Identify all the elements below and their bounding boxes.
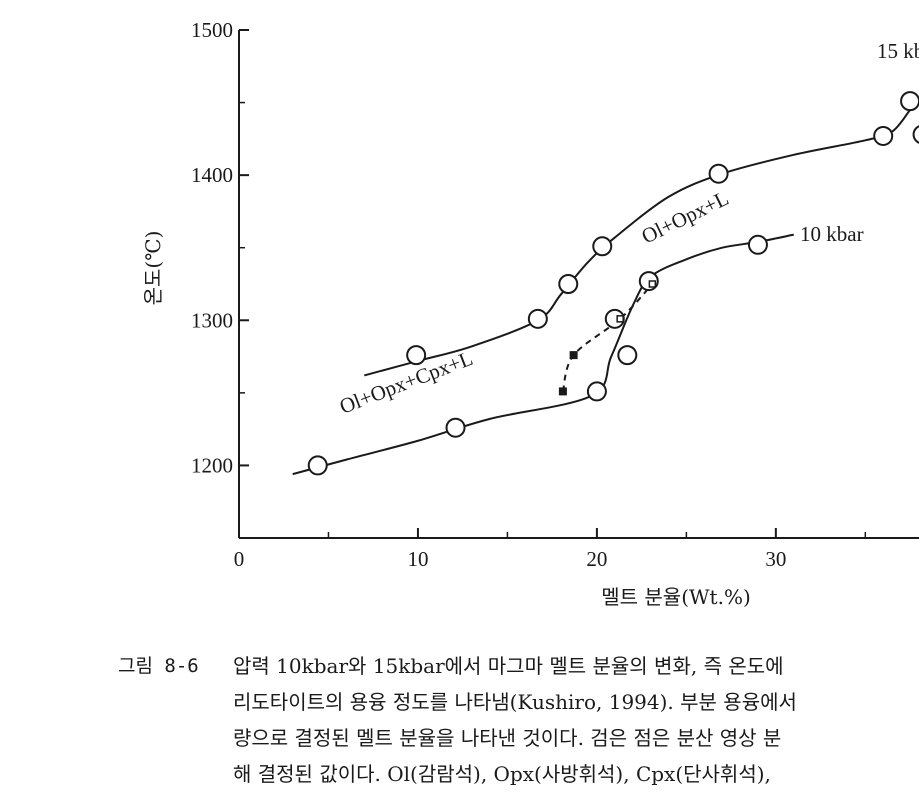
data-point-dispersion [569,351,578,360]
curves [292,109,911,476]
label-10kbar: 10 kbar [800,222,864,246]
x-axis-title: 멜트 분율(Wt.%) [601,585,751,609]
data-point-dispersion [558,387,567,396]
y-tick-label: 1200 [191,453,233,477]
caption-line-3: 량으로 결정된 멜트 분율을 나타낸 것이다. 검은 점은 분산 영상 분 [233,726,782,750]
y-tick-label: 1300 [191,308,233,332]
data-point-10kbar [445,417,466,438]
markers [307,91,919,476]
data-point-15kbar [708,163,729,184]
caption-label: 그림 8-6 [118,655,199,677]
data-point-dispersion [648,280,657,288]
y-tick-label: 1400 [191,163,233,187]
figure-caption: 그림 8-6 압력 10kbar와 15kbar에서 마그마 멜트 분율의 변화… [118,648,919,792]
x-tick-label: 0 [234,547,245,571]
axes: 0 10 20 30 1200 1300 1400 1500 [191,18,919,571]
caption-line-4: 해 결정된 값이다. Ol(감람석), Opx(사방휘석), Cpx(단사휘석)… [233,762,771,786]
data-point-15kbar [406,345,427,366]
data-point-10kbar [307,455,328,476]
x-tick-label: 20 [586,547,607,571]
data-point-10kbar [617,345,638,366]
data-point-dispersion [616,315,624,323]
data-point-15kbar [592,236,613,257]
x-tick-label: 30 [765,547,786,571]
label-15kbar: 15 kbar [877,39,919,63]
series-line-dispersion [561,283,654,392]
y-axis-title: 온도(℃) [141,231,165,306]
data-point-15kbar [873,125,894,146]
data-point-15kbar [900,91,919,112]
x-tick-label: 10 [407,547,428,571]
y-tick-label: 1500 [191,18,233,42]
caption-line-1: 압력 10kbar와 15kbar에서 마그마 멜트 분율의 변화, 즉 온도에 [233,654,784,678]
caption-line-2: 리도타이트의 용융 정도를 나타냄(Kushiro, 1994). 부분 용융에… [233,690,797,714]
label-ol-opx-l: Ol+Opx+L [638,186,733,249]
melt-fraction-chart: 0 10 20 30 1200 1300 1400 1500 온도(℃) 멜트 분율(Wt.%… [141,18,919,609]
data-point-15kbar [558,274,579,294]
data-point-10kbar [586,381,607,402]
label-ol-opx-cpx-l: Ol+Opx+Cpx+L [336,346,476,419]
data-point-15kbar [527,308,548,329]
series-line-10kbar [292,233,794,476]
series-line-15kbar [364,109,911,377]
data-point-10kbar [747,234,768,255]
data-point-15kbar [912,125,919,144]
